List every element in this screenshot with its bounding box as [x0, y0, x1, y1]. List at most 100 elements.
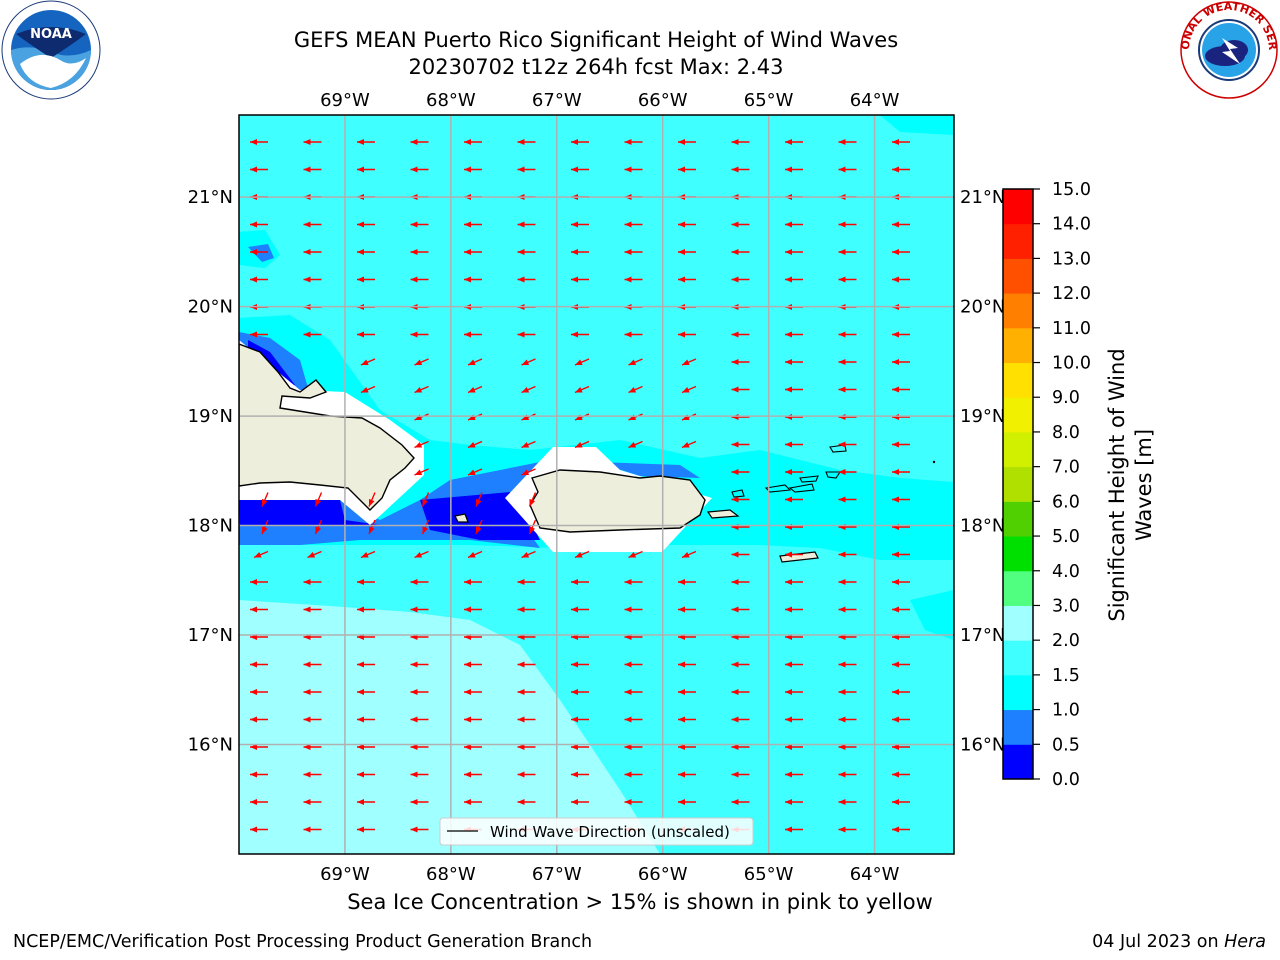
- colorbar-segment-1: [1003, 709, 1033, 745]
- land-puerto-rico: [529, 469, 706, 533]
- lat-tick-right-4: 17°N: [960, 625, 1005, 646]
- wave-arrow: [624, 166, 643, 173]
- wave-arrow: [357, 276, 375, 283]
- lat-tick-left-2: 19°N: [188, 406, 233, 427]
- wave-arrow: [261, 519, 269, 535]
- wave-arrow: [421, 492, 430, 507]
- colorbar-segment-15: [1003, 223, 1033, 259]
- map-frame: [238, 114, 955, 855]
- wave-arrow: [414, 440, 429, 449]
- wave-arrow: [410, 331, 429, 338]
- colorbar-segment-8: [1003, 466, 1033, 502]
- wave-arrow: [250, 579, 268, 585]
- land-anegada: [829, 444, 847, 453]
- wave-arrow: [731, 386, 750, 393]
- lat-tick-left-0: 21°N: [188, 187, 233, 208]
- wave-arrow: [571, 716, 589, 723]
- wave-arrow: [360, 550, 376, 559]
- wave-arrow: [892, 441, 910, 448]
- colorbar-segment-11: [1003, 362, 1033, 398]
- wave-arrow: [250, 249, 268, 255]
- wave-arrow: [624, 689, 643, 695]
- colorbar-tick-7: 5.0: [1052, 527, 1080, 547]
- colorbar-tick-3: 1.5: [1052, 666, 1080, 686]
- wave-arrow: [571, 276, 589, 283]
- noaa-logo-text: NOAA: [30, 27, 72, 42]
- wave-arrow: [574, 550, 590, 559]
- wave-arrow: [357, 771, 375, 778]
- wave-arrow: [314, 519, 323, 535]
- wave-zone-1-1.5m-e: [910, 590, 954, 640]
- lon-tick-top-0: 69°W: [320, 90, 370, 111]
- wave-arrow: [785, 771, 803, 778]
- wave-arrow: [678, 579, 696, 585]
- wave-arrow: [838, 606, 857, 613]
- wave-arrow: [464, 249, 482, 255]
- wave-arrow: [731, 166, 750, 173]
- wave-arrow: [517, 166, 536, 173]
- wave-arrow: [892, 551, 910, 558]
- colorbar-tick-12: 10.0: [1052, 354, 1091, 374]
- wave-arrow: [574, 358, 590, 366]
- wave-arrow: [410, 249, 429, 255]
- wave-arrow: [475, 519, 483, 535]
- wave-arrow: [731, 469, 750, 475]
- wave-arrow: [303, 744, 322, 750]
- wave-arrow: [732, 854, 750, 860]
- lon-tick-top-4: 65°W: [744, 90, 794, 111]
- wave-arrow: [678, 716, 696, 723]
- wave-arrow: [731, 744, 750, 750]
- wave-arrow: [838, 579, 857, 585]
- wave-arrow: [624, 579, 643, 585]
- colorbar-segment-5: [1003, 570, 1033, 606]
- wave-arrow: [410, 744, 429, 750]
- wave-arrow: [464, 331, 482, 338]
- wave-arrow: [628, 358, 643, 366]
- arrow-legend: Wind Wave Direction (unscaled): [439, 817, 754, 846]
- colorbar-frame: [1002, 188, 1034, 780]
- wave-arrow: [624, 249, 643, 255]
- wave-arrow: [785, 331, 803, 338]
- wave-arrow: [464, 579, 482, 585]
- wave-arrow: [303, 276, 322, 283]
- wave-arrow: [678, 606, 696, 613]
- wave-arrow: [892, 276, 910, 283]
- wave-arrow: [250, 661, 268, 668]
- wave-arrow: [250, 744, 268, 750]
- wave-arrow: [785, 854, 803, 860]
- wave-arrow: [303, 771, 322, 778]
- wave-arrow: [250, 166, 268, 173]
- wave-arrow: [357, 744, 375, 750]
- wave-arrow: [571, 249, 589, 255]
- wave-arrow: [624, 221, 643, 228]
- wave-arrow: [303, 166, 322, 173]
- lat-tick-left-5: 16°N: [188, 735, 233, 756]
- wave-arrow: [368, 492, 376, 507]
- wave-arrow: [892, 221, 910, 228]
- colorbar-segment-3: [1003, 640, 1033, 676]
- wave-arrow: [357, 799, 375, 805]
- wave-arrow: [678, 661, 696, 668]
- wave-arrow: [517, 744, 536, 750]
- sea-ice-note: Sea Ice Concentration > 15% is shown in …: [347, 890, 933, 914]
- lon-tick-top-5: 64°W: [850, 90, 900, 111]
- wave-arrow: [250, 716, 268, 723]
- chart-title: GEFS MEAN Puerto Rico Significant Height…: [293, 28, 899, 52]
- lon-tick-bottom-2: 67°W: [532, 864, 582, 880]
- wave-arrow: [892, 331, 910, 338]
- wave-arrow: [303, 826, 322, 833]
- wave-arrow: [838, 276, 857, 283]
- colorbar-tick-0: 0.0: [1052, 770, 1080, 790]
- lat-tick-right-2: 19°N: [960, 406, 1005, 427]
- wave-arrow: [303, 689, 322, 695]
- wave-arrow: [414, 550, 429, 559]
- wave-height-map: 69°W 69°W 68°W 68°W 67°W 67°W 66°W 66°W 65°W 65°W…: [188, 90, 1156, 880]
- wave-arrow: [517, 716, 536, 723]
- wave-arrow: [410, 579, 429, 585]
- wave-arrow: [678, 799, 696, 805]
- wave-arrow: [731, 661, 750, 668]
- wave-arrow: [785, 799, 803, 805]
- lon-tick-bottom-1: 68°W: [426, 864, 476, 880]
- axis-ticks: 69°W 69°W 68°W 68°W 67°W 67°W 66°W 66°W 65°W 65°W…: [188, 90, 1006, 880]
- lon-tick-bottom-0: 69°W: [320, 864, 370, 880]
